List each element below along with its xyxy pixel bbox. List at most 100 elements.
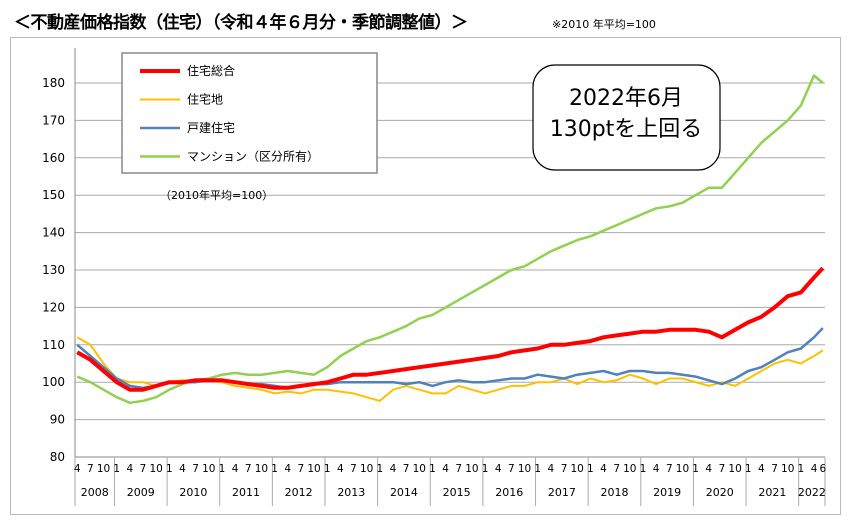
series-line-0 xyxy=(76,266,825,392)
month-tick-label: 10 xyxy=(571,463,584,475)
month-tick-label: 6 xyxy=(819,463,826,475)
y-tick-label: 110 xyxy=(42,338,65,352)
month-tick-label: 10 xyxy=(360,463,373,475)
year-label: 2013 xyxy=(337,486,365,499)
month-tick-label: 10 xyxy=(623,463,636,475)
year-label: 2012 xyxy=(285,486,313,499)
month-tick-label: 7 xyxy=(140,463,147,475)
y-tick-label: 140 xyxy=(42,226,65,240)
month-tick-label: 10 xyxy=(97,463,110,475)
month-tick-label: 7 xyxy=(455,463,462,475)
month-tick-label: 7 xyxy=(298,463,305,475)
month-tick-label: 10 xyxy=(781,463,794,475)
y-tick-label: 150 xyxy=(42,188,65,202)
month-tick-label: 4 xyxy=(758,463,765,475)
month-tick-label: 7 xyxy=(719,463,726,475)
month-tick-label: 4 xyxy=(548,463,555,475)
month-tick-label: 1 xyxy=(166,463,173,475)
page-title: ＜不動産価格指数（住宅）（令和４年６月分・季節調整値）＞ xyxy=(14,13,468,33)
year-label: 2015 xyxy=(443,486,471,499)
legend-label: 戸建住宅 xyxy=(187,120,235,135)
y-tick-label: 170 xyxy=(42,113,65,127)
month-tick-label: 4 xyxy=(495,463,502,475)
month-tick-label: 1 xyxy=(429,463,436,475)
year-label: 2022 xyxy=(798,486,826,499)
month-tick-label: 1 xyxy=(534,463,541,475)
chart-subtitle: （2010年平均=100） xyxy=(160,188,273,202)
month-tick-label: 1 xyxy=(482,463,489,475)
month-tick-label: 7 xyxy=(508,463,515,475)
month-tick-label: 1 xyxy=(640,463,647,475)
month-tick-label: 1 xyxy=(219,463,226,475)
month-tick-label: 1 xyxy=(587,463,594,475)
month-tick-label: 4 xyxy=(284,463,291,475)
y-tick-label: 180 xyxy=(42,76,65,90)
month-tick-label: 7 xyxy=(245,463,252,475)
month-tick-label: 4 xyxy=(442,463,449,475)
year-label: 2018 xyxy=(600,486,628,499)
legend-label: マンション（区分所有） xyxy=(187,150,319,164)
month-tick-label: 1 xyxy=(376,463,383,475)
y-tick-label: 100 xyxy=(42,375,65,389)
y-axis: 80 90 100 110 120 130 140 150 160 170 180 xyxy=(42,48,76,464)
month-tick-label: 4 xyxy=(232,463,239,475)
month-tick-label: 1 xyxy=(324,463,331,475)
y-tick-label: 90 xyxy=(50,413,65,427)
series-line-2 xyxy=(76,327,824,390)
month-tick-label: 1 xyxy=(798,463,805,475)
month-tick-label: 10 xyxy=(728,463,741,475)
y-tick-label: 120 xyxy=(42,300,65,314)
month-tick-label: 10 xyxy=(307,463,320,475)
year-label: 2008 xyxy=(81,486,109,499)
series-line-1 xyxy=(76,336,824,402)
y-tick-label: 80 xyxy=(50,450,65,464)
month-tick-label: 7 xyxy=(87,463,94,475)
year-label: 2021 xyxy=(758,486,786,499)
month-tick-label: 4 xyxy=(705,463,712,475)
chart-frame xyxy=(10,37,841,515)
month-tick-label: 7 xyxy=(771,463,778,475)
month-tick-label: 1 xyxy=(113,463,120,475)
month-tick-label: 7 xyxy=(403,463,410,475)
month-tick-label: 1 xyxy=(745,463,752,475)
month-tick-label: 10 xyxy=(149,463,162,475)
month-tick-label: 7 xyxy=(192,463,199,475)
month-tick-label: 4 xyxy=(337,463,344,475)
month-tick-label: 4 xyxy=(811,463,818,475)
month-tick-label: 10 xyxy=(465,463,478,475)
month-tick-label: 10 xyxy=(676,463,689,475)
month-tick-label: 7 xyxy=(561,463,568,475)
legend-label: 住宅総合 xyxy=(187,63,235,78)
month-tick-label: 4 xyxy=(126,463,133,475)
annotation-line-1: 2022年6月 xyxy=(569,86,683,111)
legend-label: 住宅地 xyxy=(187,92,223,107)
year-label: 2014 xyxy=(390,486,418,499)
month-tick-label: 10 xyxy=(255,463,268,475)
year-label: 2011 xyxy=(232,486,260,499)
month-tick-label: 4 xyxy=(179,463,186,475)
year-label: 2019 xyxy=(653,486,681,499)
month-tick-label: 10 xyxy=(202,463,215,475)
month-tick-label: 7 xyxy=(613,463,620,475)
month-tick-label: 10 xyxy=(413,463,426,475)
series-lines xyxy=(76,74,825,405)
month-tick-label: 7 xyxy=(350,463,357,475)
year-label: 2017 xyxy=(548,486,576,499)
annotation-line-2: 130ptを上回る xyxy=(550,117,703,142)
year-label: 2010 xyxy=(179,486,207,499)
month-tick-label: 4 xyxy=(653,463,660,475)
year-label: 2016 xyxy=(495,486,523,499)
base-year-note: ※2010 年平均=100 xyxy=(552,18,656,31)
y-tick-label: 130 xyxy=(42,263,65,277)
month-tick-label: 4 xyxy=(390,463,397,475)
annotation-callout: 2022年6月 130ptを上回る xyxy=(532,64,721,171)
year-label: 2020 xyxy=(706,486,734,499)
month-tick-label: 10 xyxy=(518,463,531,475)
month-tick-label: 4 xyxy=(74,463,81,475)
month-tick-label: 7 xyxy=(666,463,673,475)
year-label: 2009 xyxy=(127,486,155,499)
